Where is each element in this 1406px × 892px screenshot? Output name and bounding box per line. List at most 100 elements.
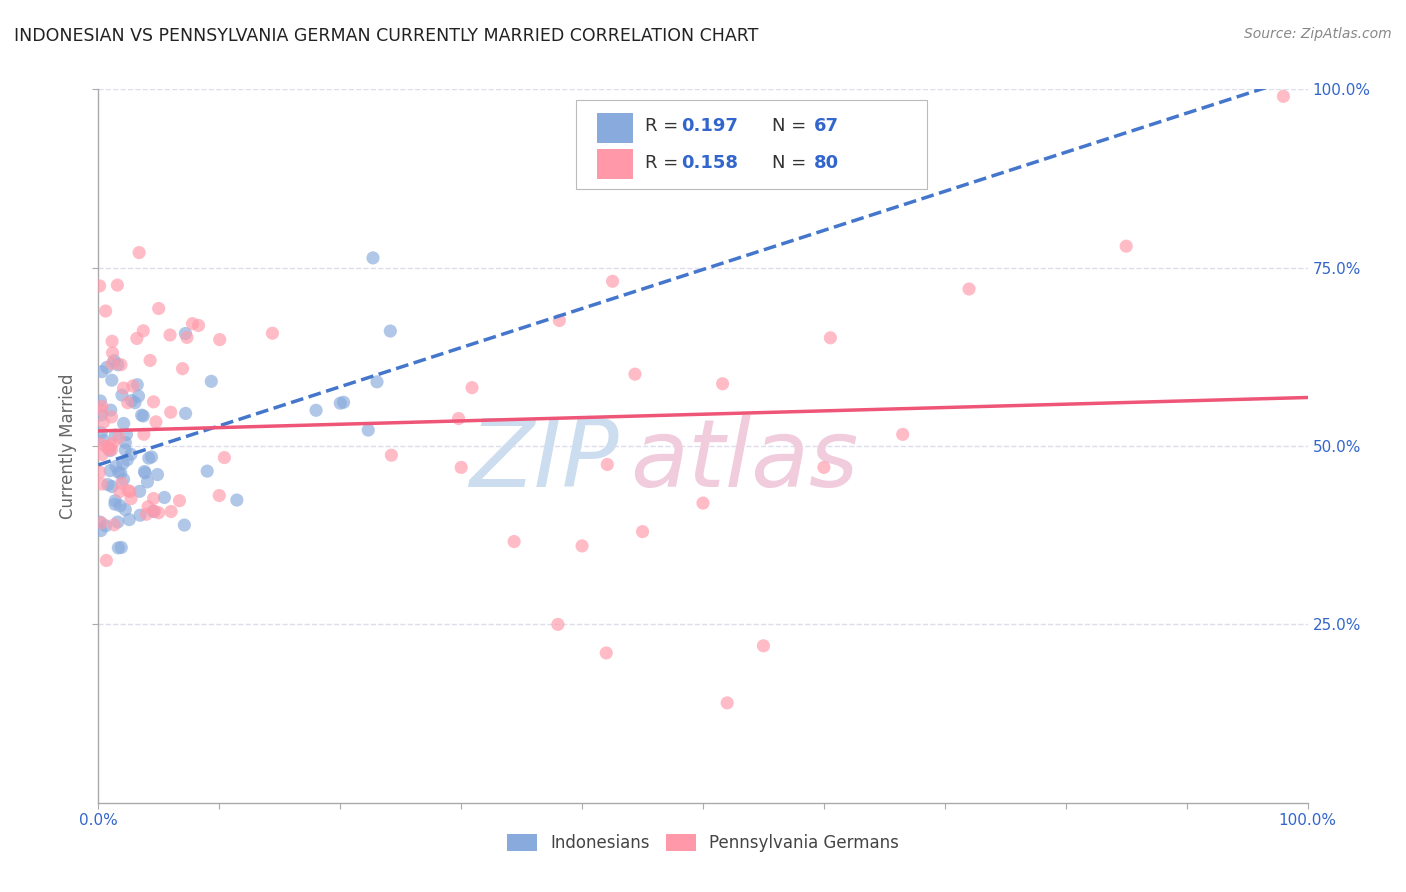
Point: [89, 515, 111, 529]
Point: [118, 513, 141, 527]
Point: [120, 491, 142, 506]
Point: [329, 396, 352, 410]
Point: [97, 477, 120, 491]
Point: [195, 464, 218, 478]
Point: [89, 465, 111, 479]
Point: [112, 472, 135, 486]
Point: [107, 358, 129, 372]
Point: [181, 317, 204, 331]
Point: [110, 499, 132, 513]
Point: [104, 497, 127, 511]
Point: [90, 365, 112, 379]
Point: [97, 442, 120, 456]
Text: Source: ZipAtlas.com: Source: ZipAtlas.com: [1244, 27, 1392, 41]
FancyBboxPatch shape: [576, 100, 927, 189]
Point: [153, 491, 176, 505]
Point: [200, 375, 222, 389]
Point: [94, 518, 117, 533]
Point: [118, 484, 141, 499]
Point: [631, 524, 654, 539]
Point: [101, 346, 124, 360]
Point: [104, 493, 127, 508]
Text: R =: R =: [645, 117, 683, 135]
Point: [134, 465, 156, 479]
Text: N =: N =: [772, 117, 811, 135]
Text: ZIP: ZIP: [468, 415, 619, 506]
Point: [110, 541, 132, 555]
Point: [98, 439, 121, 453]
Point: [752, 639, 775, 653]
Point: [128, 389, 150, 403]
Point: [132, 409, 155, 423]
Point: [208, 333, 231, 347]
Point: [90, 516, 112, 530]
Text: atlas: atlas: [630, 415, 859, 506]
Point: [131, 408, 153, 422]
Point: [138, 451, 160, 466]
Point: [103, 353, 125, 368]
Point: [176, 330, 198, 344]
Point: [547, 617, 569, 632]
Point: [450, 460, 472, 475]
Point: [98, 464, 121, 478]
Point: [624, 367, 647, 381]
Point: [148, 301, 170, 316]
Point: [711, 376, 734, 391]
Point: [117, 483, 139, 498]
Point: [128, 245, 150, 260]
Point: [127, 377, 149, 392]
Point: [142, 491, 165, 506]
Point: [187, 318, 209, 333]
Point: [111, 388, 134, 402]
Text: 80: 80: [814, 153, 839, 171]
Point: [174, 326, 197, 341]
Point: [357, 423, 380, 437]
Point: [108, 430, 131, 444]
Point: [159, 328, 181, 343]
Point: [214, 450, 236, 465]
Point: [89, 437, 111, 451]
Point: [124, 395, 146, 409]
Point: [101, 373, 124, 387]
Point: [146, 467, 169, 482]
Point: [105, 278, 128, 293]
Point: [100, 409, 122, 424]
Point: [101, 357, 124, 371]
Point: [91, 448, 114, 462]
Point: [100, 442, 122, 457]
Point: [132, 427, 155, 442]
Point: [90, 477, 112, 491]
Point: [114, 442, 136, 457]
Point: [173, 518, 195, 533]
Point: [380, 448, 402, 462]
Text: R =: R =: [645, 153, 683, 171]
Point: [107, 515, 129, 529]
Point: [366, 375, 388, 389]
Point: [117, 453, 139, 467]
Point: [225, 493, 247, 508]
Text: 0.197: 0.197: [682, 117, 738, 135]
Point: [172, 361, 194, 376]
Point: [96, 360, 118, 375]
Point: [114, 435, 136, 450]
Point: [115, 427, 138, 442]
Point: [101, 479, 124, 493]
Point: [461, 381, 484, 395]
Point: [101, 334, 124, 349]
Point: [107, 541, 129, 555]
Point: [145, 415, 167, 429]
Point: [96, 553, 118, 567]
Point: [503, 534, 526, 549]
FancyBboxPatch shape: [596, 113, 633, 143]
Point: [89, 394, 111, 409]
Point: [110, 466, 132, 480]
Point: [117, 395, 139, 409]
Point: [111, 457, 134, 471]
Point: [110, 476, 132, 491]
Point: [107, 466, 129, 480]
Point: [132, 324, 155, 338]
Point: [820, 331, 842, 345]
Point: [142, 394, 165, 409]
Point: [93, 434, 115, 448]
Point: [1115, 239, 1137, 253]
